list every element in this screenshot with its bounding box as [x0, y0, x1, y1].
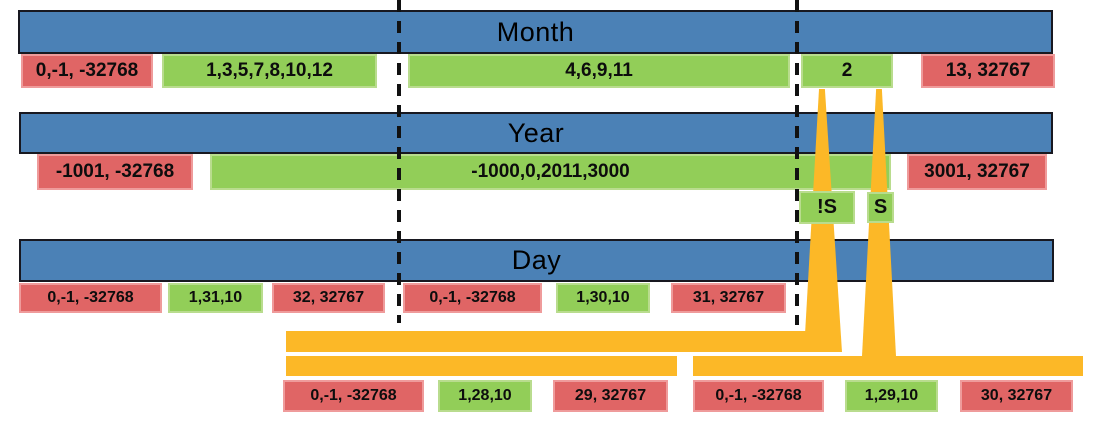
year-title: Year — [507, 117, 565, 148]
year-partition-invalid-low: -1001, -32768 — [37, 154, 193, 190]
nonleap-year-flag-box: !S — [799, 191, 855, 224]
feb28-partition-invalid-high: 29, 32767 — [553, 380, 668, 412]
year-partition-valid: -1000,0,2011,3000 — [210, 154, 891, 190]
day-partition-invalid-low-31: 0,-1, -32768 — [19, 283, 162, 313]
february-leap-funnel-bar — [693, 356, 1083, 376]
february-nonleap-funnel-bar-lower — [286, 356, 677, 376]
month-partition-invalid-high: 13, 32767 — [921, 54, 1055, 88]
month-partition-30day-months: 4,6,9,11 — [408, 54, 790, 88]
month-title: Month — [496, 16, 575, 47]
boundary-dashed-line-left — [397, 0, 401, 323]
month-partition-february: 2 — [801, 54, 893, 88]
year-range-bar: Year — [19, 112, 1053, 154]
day-range-bar: Day — [19, 239, 1054, 282]
day-title: Day — [511, 245, 562, 275]
feb29-partition-valid: 1,29,10 — [845, 380, 938, 412]
year-partition-invalid-high: 3001, 32767 — [907, 154, 1047, 190]
day-partition-valid-31: 1,31,10 — [168, 283, 263, 313]
day-partition-valid-30: 1,30,10 — [556, 283, 650, 313]
day-partition-invalid-low-30: 0,-1, -32768 — [403, 283, 542, 313]
month-partition-invalid-low: 0,-1, -32768 — [21, 54, 153, 88]
feb28-partition-valid: 1,28,10 — [438, 380, 532, 412]
month-partition-31day-months: 1,3,5,7,8,10,12 — [162, 54, 377, 88]
day-partition-invalid-high-31: 32, 32767 — [272, 283, 385, 313]
feb29-partition-invalid-low: 0,-1, -32768 — [693, 380, 824, 412]
boundary-dashed-line-right — [795, 0, 799, 325]
leap-year-flag-box: S — [867, 192, 894, 223]
feb28-partition-invalid-low: 0,-1, -32768 — [283, 380, 424, 412]
month-range-bar: Month — [18, 10, 1053, 54]
day-partition-invalid-high-30: 31, 32767 — [671, 283, 786, 313]
feb29-partition-invalid-high: 30, 32767 — [960, 380, 1073, 412]
february-nonleap-funnel-bar — [286, 331, 838, 352]
